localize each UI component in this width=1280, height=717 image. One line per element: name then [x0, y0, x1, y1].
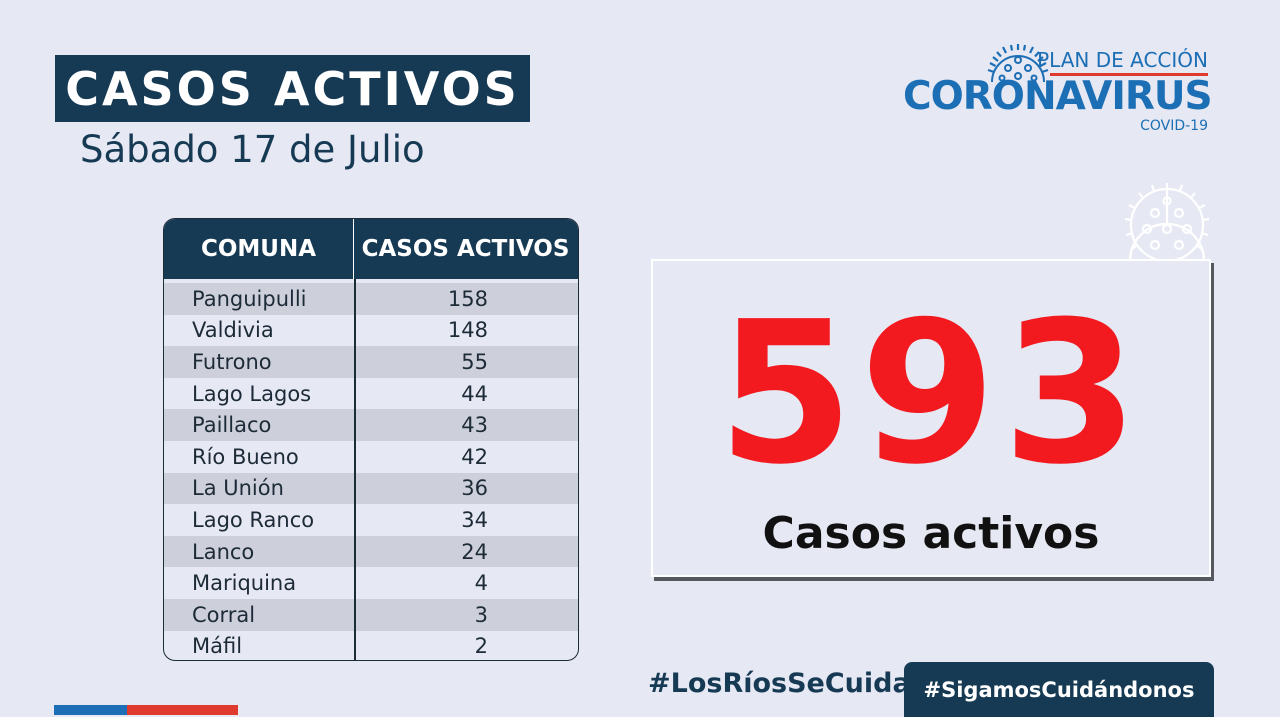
table-row: Río Bueno 42 [164, 441, 578, 473]
comuna-cell: Lago Ranco [192, 507, 315, 532]
flag-bar-blue [54, 705, 127, 715]
casos-cell: 42 [461, 444, 488, 469]
comuna-cell: Máfil [192, 634, 243, 659]
hashtag-los-rios: #LosRíosSeCuida [648, 668, 911, 699]
comuna-cell: Mariquina [192, 571, 297, 596]
comuna-cell: Lanco [192, 539, 255, 564]
header-casos: CASOS ACTIVOS [361, 236, 570, 262]
comuna-cell: Paillaco [192, 413, 272, 438]
total-card [651, 259, 1211, 577]
page-title: CASOS ACTIVOS [65, 61, 520, 116]
casos-cell: 148 [447, 318, 488, 343]
plan-accion-logo: PLAN DE ACCIÓN CORONAVIRUS COVID-19 [900, 40, 1213, 140]
title-banner: CASOS ACTIVOS [55, 55, 530, 122]
total-label: Casos activos [762, 508, 1100, 559]
table-row: La Unión 36 [164, 472, 578, 505]
casos-cell: 43 [461, 413, 488, 438]
casos-cell: 36 [461, 476, 488, 501]
logo-main-text: CORONAVIRUS [903, 74, 1213, 119]
logo-divider [1050, 73, 1208, 76]
table-row: Valdivia 148 [164, 315, 578, 347]
casos-cell: 3 [474, 602, 488, 627]
table-row: Futrono 55 [164, 346, 578, 378]
table-row: Panguipulli 158 [164, 283, 578, 315]
casos-cell: 24 [461, 539, 488, 564]
table-header: COMUNA CASOS ACTIVOS [164, 219, 578, 279]
table-row: Paillaco 43 [164, 409, 578, 441]
table-row: Corral 3 [164, 598, 578, 631]
comuna-cell: Valdivia [192, 318, 274, 343]
total-number: 593 [717, 280, 1145, 508]
date-label: Sábado 17 de Julio [80, 128, 425, 171]
casos-cell: 158 [447, 286, 488, 311]
table-row: Mariquina 4 [164, 567, 578, 599]
table-row: Máfil 2 [164, 631, 578, 660]
table-body: Panguipulli 158 Valdivia 148 Futrono 55 … [164, 279, 578, 660]
hashtag-sigamos-text: #SigamosCuidándonos [923, 677, 1195, 702]
hashtag-sigamos: #SigamosCuidándonos [904, 662, 1214, 717]
table-row: Lago Ranco 34 [164, 504, 578, 536]
header-comuna: COMUNA [164, 219, 354, 279]
column-divider [354, 279, 356, 660]
comuna-cell: La Unión [192, 476, 284, 501]
logo-plan-text: PLAN DE ACCIÓN [1037, 48, 1208, 72]
virus-icon [987, 44, 1049, 82]
table-row: Lago Lagos 44 [164, 378, 578, 410]
casos-cell: 2 [474, 634, 488, 659]
casos-cell: 34 [461, 507, 488, 532]
logo-sub-text: COVID-19 [1140, 118, 1208, 134]
casos-cell: 44 [461, 381, 488, 406]
comuna-cell: Río Bueno [192, 444, 299, 469]
comuna-cell: Corral [192, 602, 256, 627]
comuna-cell: Lago Lagos [192, 381, 312, 406]
casos-cell: 4 [474, 571, 488, 596]
comuna-cell: Panguipulli [192, 286, 307, 311]
virus-decoration-icon [1124, 183, 1210, 261]
comuna-cell: Futrono [192, 349, 272, 374]
casos-cell: 55 [461, 349, 488, 374]
flag-bar-red [127, 705, 238, 715]
table-row: Lanco 24 [164, 535, 578, 568]
casos-table: COMUNA CASOS ACTIVOS Panguipulli 158 Val… [163, 218, 579, 661]
